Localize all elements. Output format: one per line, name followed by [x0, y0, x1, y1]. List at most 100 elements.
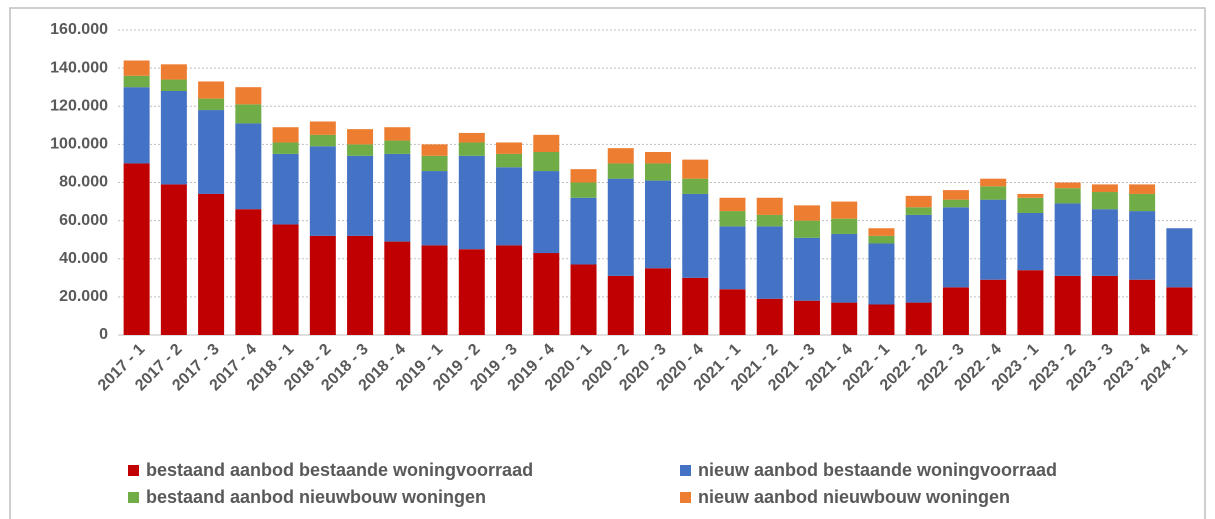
bar-segment: [198, 98, 225, 111]
bar-segment: [160, 79, 187, 91]
bar-segment: [831, 302, 858, 335]
bar-segment: [272, 127, 299, 143]
legend-label: nieuw aanbod nieuwbouw woningen: [698, 487, 1010, 507]
chart-border: [9, 7, 1206, 519]
bar-segment: [607, 178, 634, 276]
bar-segment: [458, 132, 485, 143]
y-tick-label: 0: [99, 326, 108, 343]
bar-segment: [347, 155, 374, 236]
bar-segment: [198, 81, 225, 99]
bar-segment: [1166, 228, 1193, 288]
bar-segment: [756, 226, 783, 299]
bar-segment: [980, 186, 1007, 200]
bar-segment: [682, 178, 709, 194]
y-tick-label: 40.000: [59, 250, 108, 267]
bar-segment: [235, 104, 262, 124]
bar-segment: [1017, 213, 1044, 271]
bar-segment: [607, 275, 634, 335]
bar-segment: [272, 153, 299, 225]
bar-segment: [347, 144, 374, 156]
bar-segment: [533, 152, 560, 172]
bar-segment: [682, 193, 709, 278]
bar-segment: [607, 148, 634, 164]
bar-segment: [309, 121, 336, 135]
bar-segment: [570, 197, 597, 265]
bar-segment: [347, 235, 374, 335]
legend-swatch: [128, 465, 139, 476]
bar-segment: [272, 224, 299, 335]
bar-segment: [719, 211, 746, 227]
bar-segment: [496, 153, 523, 168]
y-tick-label: 140.000: [50, 59, 108, 76]
bar-segment: [421, 144, 448, 156]
bar-segment: [868, 228, 895, 236]
bar-segment: [458, 142, 485, 156]
y-tick-label: 100.000: [50, 136, 108, 153]
bar-segment: [235, 123, 262, 210]
bar-segment: [942, 199, 969, 208]
bar-segment: [645, 163, 671, 181]
bar-segment: [682, 277, 709, 335]
bar-segment: [607, 163, 634, 179]
bar-segment: [905, 214, 932, 303]
legend-swatch: [680, 465, 691, 476]
legend-label: bestaand aanbod bestaande woningvoorraad: [146, 460, 533, 480]
bar-segment: [421, 171, 448, 246]
bar-segment: [123, 60, 150, 76]
bar-segment: [905, 302, 932, 335]
bar-segment: [1054, 188, 1081, 204]
bar-segment: [645, 152, 671, 164]
y-tick-label: 60.000: [59, 212, 108, 229]
bar-segment: [1129, 211, 1156, 280]
bar-segment: [123, 75, 150, 88]
legend-swatch: [680, 492, 691, 503]
bar-segment: [793, 300, 820, 335]
bar-segment: [942, 207, 969, 288]
bar-segment: [868, 304, 895, 335]
bar-segment: [496, 142, 523, 154]
bar-segment: [793, 205, 820, 221]
bar-segment: [831, 218, 858, 234]
legend-label: nieuw aanbod bestaande woningvoorraad: [698, 460, 1057, 480]
bar-segment: [533, 253, 560, 335]
bar-segment: [682, 159, 709, 179]
bar-segment: [756, 298, 783, 335]
bar-segment: [942, 287, 969, 335]
bar-segment: [1017, 193, 1044, 198]
bar-segment: [496, 245, 523, 335]
bar-segment: [309, 146, 336, 236]
bar-segment: [645, 180, 671, 269]
bar-segment: [235, 87, 262, 105]
bar-segment: [1166, 287, 1193, 335]
legend-label: bestaand aanbod nieuwbouw woningen: [146, 487, 486, 507]
bar-segment: [719, 226, 746, 290]
bar-segment: [1129, 184, 1156, 194]
legend-swatch: [128, 492, 139, 503]
y-tick-label: 120.000: [50, 97, 108, 114]
bar-segment: [309, 235, 336, 335]
bar-segment: [831, 233, 858, 303]
bar-segment: [719, 197, 746, 212]
bar-segment: [123, 163, 150, 335]
bar-segment: [347, 129, 374, 145]
bar-segment: [980, 178, 1007, 187]
bar-segment: [1017, 270, 1044, 335]
bar-segment: [570, 264, 597, 335]
bar-segment: [831, 201, 858, 219]
bar-segment: [1054, 182, 1081, 189]
bar-segment: [309, 134, 336, 147]
bar-segment: [496, 167, 523, 246]
bar-segment: [868, 243, 895, 305]
bar-segment: [384, 127, 411, 141]
y-tick-label: 20.000: [59, 288, 108, 305]
bar-segment: [198, 193, 225, 335]
bar-segment: [458, 249, 485, 335]
bar-segment: [905, 195, 932, 208]
bar-segment: [1091, 192, 1118, 210]
bar-segment: [942, 190, 969, 200]
bar-segment: [384, 241, 411, 335]
bar-segment: [645, 268, 671, 335]
bar-segment: [458, 155, 485, 250]
bar-segment: [533, 171, 560, 254]
